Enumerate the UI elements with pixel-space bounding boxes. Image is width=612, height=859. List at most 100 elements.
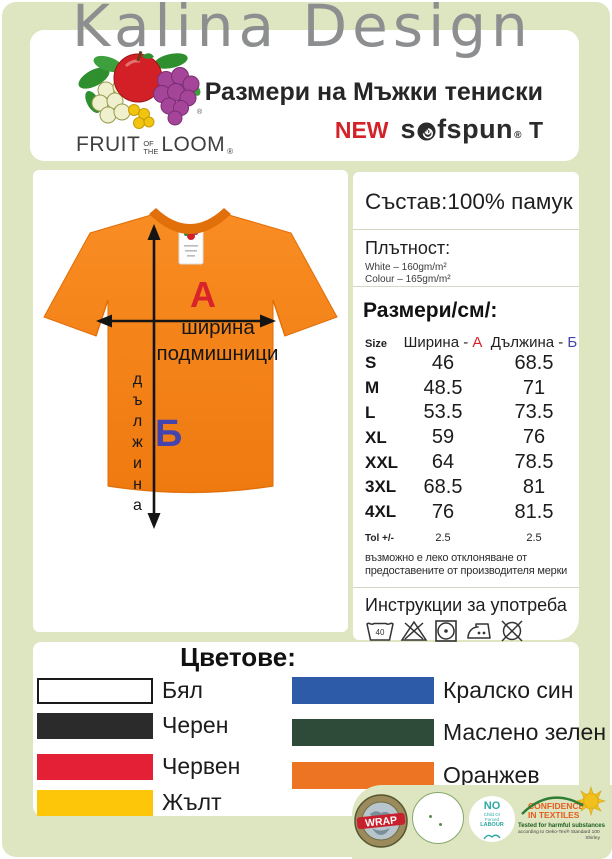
size-cell-size: M: [365, 378, 380, 398]
do-not-bleach-icon: [400, 620, 428, 641]
size-cell-width: 76: [431, 500, 455, 523]
oeko-flower-icon: [576, 786, 606, 816]
brand-registered-mark: ®: [227, 147, 234, 156]
size-cell-width: 64: [431, 451, 455, 474]
note-line-2: предоставените от производителя мерки: [365, 564, 568, 577]
tshirt-diagram-panel: А ширина подмишници Б дължина: [33, 170, 348, 632]
density-section: Плътност: White – 160gm/m² Colour – 165g…: [353, 230, 579, 287]
color-swatch: [37, 712, 153, 739]
size-cell-length: 76: [522, 426, 546, 449]
size-table-row: 3XL 68.5 81: [353, 475, 579, 500]
brand-fruit: FRUIT: [76, 133, 141, 156]
color-swatch: [37, 789, 153, 816]
size-cell-length: 81.5: [514, 500, 554, 523]
no-child-labour-badge: NO Child Or Forced LABOUR: [469, 796, 515, 842]
product-line: NEW s fspun ® T: [335, 114, 543, 145]
wrap-badge-icon: WRAP: [354, 794, 408, 848]
size-table-row: M 48.5 71: [353, 376, 579, 401]
size-cell-size: 3XL: [365, 477, 397, 497]
density-title: Плътност:: [365, 238, 451, 258]
size-cell-length: 71: [522, 376, 546, 399]
care-title: Инструкции за употреба: [365, 595, 567, 615]
size-cell-length: 78.5: [514, 451, 554, 474]
oeko-tex-badge: CONFIDENCE IN TEXTILES Tested for harmfu…: [518, 786, 606, 852]
size-cell-size: 4XL: [365, 502, 397, 522]
size-cell-length: 81: [522, 475, 546, 498]
color-swatch: [37, 753, 153, 780]
color-label: Жълт: [162, 789, 222, 815]
color-swatch: [292, 719, 434, 746]
page-title: Размери на Мъжки тениски: [204, 78, 543, 106]
brand-wordmark: FRUIT OF THE LOOM ®: [76, 133, 234, 157]
size-table-row: L 53.5 73.5: [353, 401, 579, 426]
collar-band: [149, 208, 231, 234]
do-not-dry-clean-icon: [501, 620, 523, 642]
width-word-2: подмишници: [156, 342, 279, 365]
size-cell-size: L: [365, 402, 376, 422]
care-section: Инструкции за употреба 40: [353, 588, 579, 643]
tshirt-illustration: [43, 208, 338, 529]
composition-text: Състав:100% памук: [365, 189, 573, 214]
tolerance-label: Tol +/-: [365, 532, 394, 544]
fruit-of-the-loom-logo-icon: ®: [78, 50, 203, 129]
svg-text:40: 40: [376, 628, 385, 637]
size-table-header: Size Ширина - А Дължина - Б: [353, 334, 579, 351]
length-letter-label: Б: [155, 413, 183, 455]
color-swatch: [37, 677, 153, 704]
width-word-1: ширина: [181, 316, 255, 339]
sofspun-registered-mark: ®: [514, 130, 522, 141]
size-cell-size: S: [365, 353, 377, 373]
size-cell-length: 73.5: [514, 401, 554, 424]
color-row: Оранжев: [292, 762, 540, 789]
color-label: Червен: [162, 753, 241, 779]
certification-badges: WRAP NO Child Or Forced LABOUR: [352, 786, 612, 856]
tolerance-row: Tol +/- 2.5 2.5: [353, 532, 579, 544]
svg-text:WRAP: WRAP: [365, 814, 398, 829]
width-letter-label: А: [190, 274, 216, 315]
color-row: Жълт: [37, 789, 222, 816]
dove-icon: [483, 834, 501, 840]
brand-of-the: OF THE: [143, 139, 159, 156]
specs-panel: Състав:100% памук Плътност: White – 160g…: [353, 172, 579, 643]
wash-40-icon: 40: [366, 622, 394, 641]
color-row: Бял: [37, 677, 203, 704]
size-cell-width: 53.5: [423, 401, 463, 424]
new-badge: NEW: [334, 117, 389, 143]
width-col-header: Ширина - А: [403, 334, 483, 351]
size-table-row: XXL 64 78.5: [353, 450, 579, 475]
round-badge-icon: [412, 792, 464, 844]
density-colour-line: Colour – 165gm/m²: [365, 273, 451, 285]
color-row: Маслено зелен: [292, 719, 606, 746]
color-swatch: [292, 677, 434, 704]
measure-arrows: [108, 237, 264, 517]
colors-panel: Цветове: Бял Черен Червен Жълт Кралско син М…: [33, 642, 606, 816]
header-card: ® FRUIT OF THE LOOM ® Размери на Мъжки т…: [30, 30, 579, 161]
note-line-1: възможно е леко отклоняване от: [365, 551, 527, 564]
size-cell-size: XL: [365, 427, 387, 447]
svg-text:®: ®: [197, 108, 203, 116]
colors-title: Цветове:: [180, 642, 296, 672]
tolerance-length: 2.5: [526, 531, 542, 544]
watermark-title: Kalina Design: [72, 0, 533, 60]
care-icons-row: 40: [365, 619, 579, 643]
composition-section: Състав:100% памук: [353, 172, 579, 230]
length-col-header: Дължина - Б: [490, 334, 578, 351]
size-table-row: S 46 68.5: [353, 351, 579, 376]
size-cell-width: 46: [431, 351, 455, 374]
brand-loom: LOOM: [161, 133, 226, 156]
size-cell-width: 68.5: [423, 475, 463, 498]
size-table-body: S 46 68.5 M 48.5 71 L 53.5 73.5 XL 59 76 XXL 64 78.5 3X…: [353, 351, 579, 525]
spiral-o-icon: [417, 122, 436, 141]
color-label: Бял: [162, 677, 203, 703]
tumble-dry-low-heat-icon: [435, 620, 457, 642]
size-cell-width: 48.5: [423, 376, 463, 399]
tolerance-width: 2.5: [435, 531, 451, 544]
sofspun-logo: s fspun ®: [400, 114, 522, 144]
color-label: Черен: [162, 712, 229, 738]
product-suffix: T: [528, 117, 543, 143]
size-col-header: Size: [365, 338, 388, 350]
iron-two-dots-icon: [467, 623, 491, 639]
size-cell-width: 59: [431, 426, 455, 449]
color-row: Червен: [37, 753, 240, 780]
